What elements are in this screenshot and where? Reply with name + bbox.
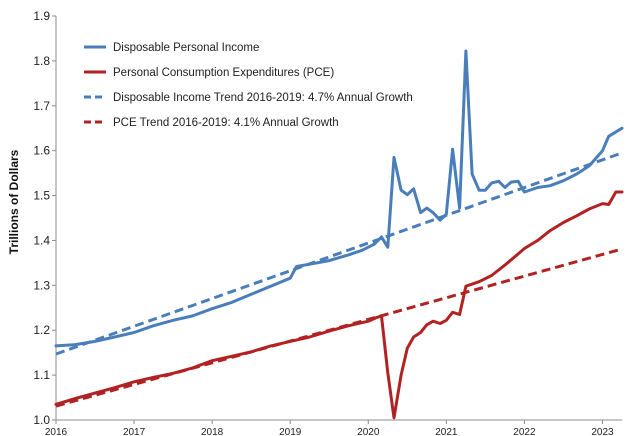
- x-tick-label: 2018: [201, 427, 224, 436]
- series-line-2: [54, 190, 624, 420]
- x-tick-label: 2023: [591, 427, 614, 436]
- y-tick-label: 1.6: [33, 144, 50, 158]
- x-tick-label: 2020: [357, 427, 380, 436]
- y-tick-label: 1.7: [33, 99, 50, 113]
- y-axis-title: Trillions of Dollars: [7, 149, 21, 254]
- series-line-3: [55, 151, 623, 356]
- y-tick-label: 1.4: [33, 233, 50, 247]
- y-tick-label: 1.1: [33, 368, 50, 382]
- y-tick-label: 1.2: [33, 323, 50, 337]
- y-tick-label: 1.3: [33, 278, 50, 292]
- legend-label-3: Disposable Income Trend 2016-2019: 4.7% …: [113, 92, 413, 104]
- x-tick-label: 2017: [123, 427, 146, 436]
- legend-label-1: Disposable Personal Income: [113, 42, 259, 54]
- y-tick-label: 1.8: [33, 54, 50, 68]
- x-tick-label: 2019: [279, 427, 302, 436]
- legend-label-4: PCE Trend 2016-2019: 4.1% Annual Growth: [113, 117, 339, 129]
- x-tick-label: 2021: [435, 427, 458, 436]
- legend-label-2: Personal Consumption Expenditures (PCE): [113, 67, 334, 79]
- y-tick-label: 1.9: [33, 9, 50, 23]
- y-tick-label: 1.0: [33, 413, 50, 427]
- x-tick-label: 2016: [45, 427, 68, 436]
- x-tick-label: 2022: [513, 427, 536, 436]
- y-tick-label: 1.5: [33, 189, 50, 203]
